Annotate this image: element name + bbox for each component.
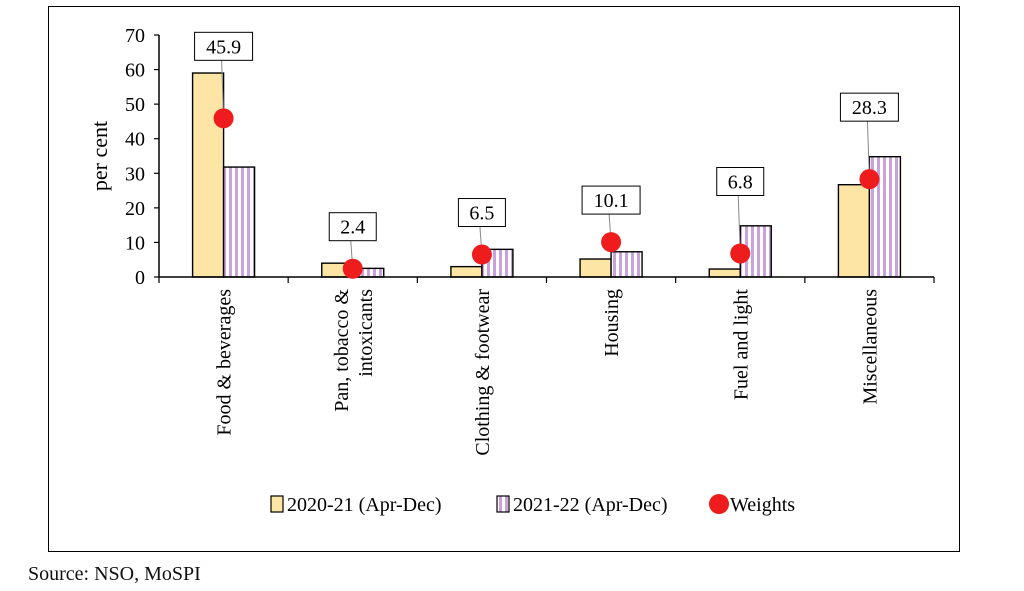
weight-label-box [457, 198, 506, 228]
y-tick-label: 40 [125, 129, 145, 151]
y-tick-label: 70 [125, 25, 145, 47]
legend-item-2021-22-swatch [496, 495, 510, 513]
x-category-label-line: Miscellaneous [859, 289, 881, 405]
x-category-label: Pan, tobacco & intoxicants [331, 289, 377, 412]
plot-area: 0 10 20 30 40 50 60 70 per cent Food & beverages P… [87, 25, 935, 456]
bar-2021-22 [739, 225, 772, 278]
legend-item-2020-21-swatch [270, 495, 284, 513]
weight-point [730, 243, 751, 264]
weight-data-label: 45.9 [206, 36, 241, 58]
legend-item-weights-swatch [709, 494, 729, 514]
chart: 0 10 20 30 40 50 60 70 per cent Food & beverages P… [87, 25, 935, 516]
legend-item-weights-label: Weights [730, 494, 795, 516]
weight-point [213, 108, 234, 129]
y-tick-label: 30 [125, 163, 145, 185]
weight-point [471, 244, 492, 265]
weight-data-label: 6.8 [728, 171, 753, 193]
weight-point [342, 258, 363, 279]
bar-2020-21 [450, 265, 483, 278]
chart-frame: 0 10 20 30 40 50 60 70 per cent Food & beverages P… [48, 6, 960, 552]
x-category-label-line: Food & beverages [214, 289, 236, 436]
x-category-label: Miscellaneous [859, 289, 881, 405]
y-axis-label: per cent [87, 121, 112, 191]
weight-data-label: 28.3 [852, 97, 887, 119]
y-tick-label: 60 [125, 60, 145, 82]
weight-label-box [194, 31, 254, 61]
x-category-label: Food & beverages [214, 289, 236, 436]
x-category-label-line: Clothing & footwear [472, 289, 494, 456]
bar-2020-21 [579, 258, 612, 278]
bar-2021-22 [610, 251, 643, 278]
y-tick-label: 0 [135, 267, 145, 289]
weight-point [601, 232, 622, 253]
bar-2020-21 [837, 183, 871, 278]
weight-label-box [716, 166, 765, 196]
bar-2020-21 [191, 72, 225, 278]
weight-data-label: 6.5 [469, 203, 494, 225]
weight-label-box [839, 92, 899, 122]
bar-2021-22 [868, 155, 902, 278]
bar-2020-21 [708, 268, 741, 278]
weight-label-box [328, 212, 377, 242]
x-category-label: Housing [601, 289, 623, 357]
x-category-label: Fuel and light [730, 289, 752, 401]
legend-item-2020-21-label: 2020-21 (Apr-Dec) [287, 494, 442, 516]
x-category-label-line: Fuel and light [730, 289, 752, 401]
bar-2021-22 [222, 166, 256, 278]
legend: 2020-21 (Apr-Dec) 2021-22 (Apr-Dec) Weight… [270, 494, 795, 516]
weight-data-label: 2.4 [340, 217, 365, 239]
x-category-label-line: Pan, tobacco & [331, 289, 353, 412]
y-tick-label: 50 [125, 94, 145, 116]
legend-item-2021-22-label: 2021-22 (Apr-Dec) [513, 494, 668, 516]
source-note: Source: NSO, MoSPI [28, 563, 201, 585]
weight-data-label: 10.1 [594, 190, 629, 212]
y-tick-label: 10 [125, 232, 145, 254]
x-category-label-line: intoxicants [355, 289, 377, 377]
x-category-label-line: Housing [601, 289, 623, 357]
x-category-label: Clothing & footwear [472, 289, 494, 456]
weight-label-box [581, 185, 641, 215]
weight-point [859, 169, 880, 190]
y-tick-label: 20 [125, 198, 145, 220]
